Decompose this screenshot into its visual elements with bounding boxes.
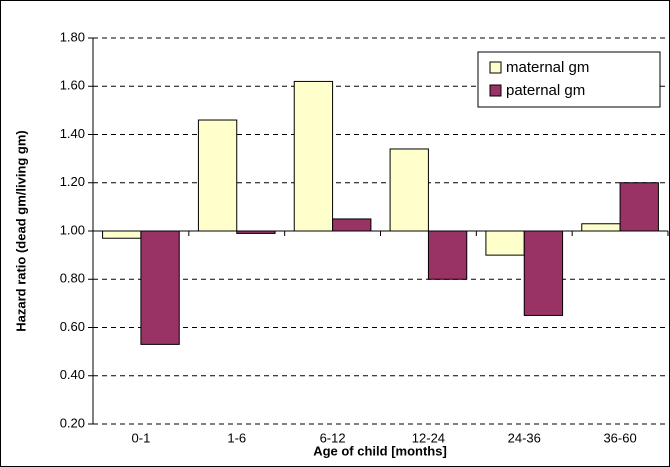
legend-swatch (489, 84, 502, 97)
y-tick-label: 0.80 (60, 271, 85, 286)
bar (427, 230, 468, 280)
x-tick-label: 6-12 (320, 430, 346, 445)
bar (102, 230, 142, 239)
x-tick-label: 24-36 (508, 430, 541, 445)
bar (197, 119, 238, 232)
y-tick-label: 0.20 (60, 415, 85, 430)
legend-swatch (489, 61, 502, 74)
y-tick-label: 1.00 (60, 222, 85, 237)
y-tick-label: 0.40 (60, 367, 85, 382)
legend-label: maternal gm (506, 59, 589, 76)
x-axis-title: Age of child [months] (313, 443, 447, 458)
bar (485, 230, 525, 256)
y-tick-label: 1.20 (60, 174, 85, 189)
x-tick-label: 36-60 (603, 430, 636, 445)
bar (332, 218, 372, 232)
bar (140, 230, 180, 345)
bar (293, 80, 334, 232)
bar (523, 230, 564, 316)
y-tick-label: 1.80 (60, 29, 85, 44)
bar (581, 223, 621, 232)
legend-label: paternal gm (506, 82, 585, 99)
x-tick-label: 1-6 (227, 430, 246, 445)
bar (389, 148, 429, 232)
legend-box (477, 51, 661, 108)
y-tick-label: 1.60 (60, 78, 85, 93)
bar (619, 182, 659, 232)
y-tick-label: 1.40 (60, 126, 85, 141)
y-axis-title: Hazard ratio (dead gm/living gm) (13, 130, 28, 332)
x-tick-label: 12-24 (412, 430, 445, 445)
y-tick-label: 0.60 (60, 319, 85, 334)
x-tick-label: 0-1 (132, 430, 151, 445)
